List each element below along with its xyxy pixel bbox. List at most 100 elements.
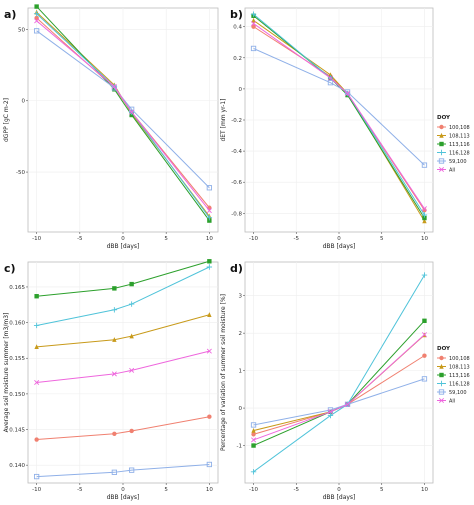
- data-point: [112, 337, 117, 342]
- panel-letter: d): [230, 262, 243, 275]
- y-axis-label: Percentage of variation of summer soil m…: [220, 294, 227, 451]
- x-tick-label: -5: [77, 487, 83, 493]
- data-point: [250, 469, 257, 475]
- data-point: [327, 412, 334, 419]
- data-point: [327, 75, 333, 81]
- x-axis-label: dBB [days]: [107, 243, 140, 250]
- y-tick-label: 0.4: [233, 25, 242, 31]
- data-point: [250, 45, 257, 52]
- data-point: [207, 218, 212, 223]
- legend-swatch-marker: [438, 158, 445, 164]
- y-tick-label: 0.160: [9, 321, 25, 327]
- data-point: [207, 414, 212, 419]
- x-tick-label: 10: [206, 236, 213, 242]
- data-point: [129, 281, 134, 287]
- data-point: [129, 112, 134, 118]
- series-All: [251, 21, 427, 212]
- panel-b: b) -0.8 -0.6 -0.4 -0.2 0 0.2 0.4 -10 -5 0 5 10 dBB [d…: [220, 7, 470, 250]
- y-tick-label: -50: [16, 170, 25, 176]
- data-point: [111, 83, 117, 89]
- data-point: [206, 348, 212, 354]
- y-tick-label: -0.8: [231, 211, 242, 217]
- x-tick-label: -10: [32, 236, 41, 242]
- series-113-116: [34, 4, 212, 223]
- data-point: [111, 85, 118, 91]
- data-point: [345, 91, 351, 97]
- y-tick-label: 0.155: [9, 356, 25, 362]
- legend-label: All: [449, 398, 455, 404]
- data-point: [421, 206, 427, 212]
- data-point: [33, 28, 40, 34]
- y-tick-label: 0.150: [9, 392, 25, 398]
- x-tick-label: -5: [294, 487, 300, 493]
- data-point: [34, 15, 39, 21]
- legend-label: 59,100: [449, 159, 467, 165]
- x-tick-label: 10: [206, 487, 213, 493]
- y-tick-label: 3: [239, 294, 243, 300]
- data-point: [206, 264, 213, 270]
- data-point: [111, 469, 118, 475]
- data-point: [422, 215, 427, 221]
- series-line: [36, 266, 210, 326]
- legend-swatch-marker: [439, 124, 444, 130]
- data-point: [251, 24, 256, 29]
- panel-letter: b): [230, 8, 243, 21]
- data-point: [422, 218, 427, 224]
- data-point: [327, 409, 333, 415]
- data-point: [251, 21, 257, 27]
- data-point: [206, 461, 213, 468]
- x-tick-label: 10: [421, 236, 428, 242]
- panel-c: c) 0.140 0.145 0.150 0.155 0.160 0.165 -10 -5 0 5 1…: [3, 259, 219, 501]
- y-tick-label: -1: [237, 444, 242, 450]
- data-point: [206, 208, 212, 214]
- x-axis-label: dBB [days]: [323, 494, 356, 501]
- series-line: [253, 47, 425, 166]
- series-line: [253, 23, 425, 209]
- series-116-128: [33, 264, 213, 329]
- legend-label: 113,116: [449, 142, 470, 148]
- y-tick-label: 50: [18, 27, 25, 33]
- series-100-108: [34, 414, 212, 442]
- y-tick-label: 0: [239, 406, 243, 412]
- data-point: [128, 467, 135, 473]
- data-point: [129, 333, 134, 339]
- panel-letter: a): [4, 8, 16, 21]
- series-line: [253, 274, 425, 473]
- x-tick-label: -5: [294, 236, 300, 242]
- legend-title: DOY: [437, 115, 451, 121]
- data-point: [112, 87, 117, 92]
- x-tick-label: 0: [121, 236, 125, 242]
- data-point: [129, 109, 135, 115]
- series-line: [36, 20, 210, 211]
- y-axis-label: dGPP [gC m-2]: [3, 98, 10, 142]
- data-point: [206, 185, 213, 191]
- series-line: [36, 350, 210, 383]
- data-point: [344, 401, 351, 407]
- y-tick-label: 2: [239, 331, 243, 337]
- x-tick-label: -5: [77, 236, 83, 242]
- series-line: [36, 6, 210, 221]
- data-point: [111, 371, 117, 377]
- data-point: [34, 379, 40, 385]
- series-113-116: [34, 259, 212, 299]
- legend-label: 100,108: [449, 356, 470, 362]
- series-line: [253, 334, 425, 441]
- series-59-100: [33, 461, 213, 480]
- series-line: [253, 378, 425, 426]
- legend-swatch-marker: [439, 132, 444, 138]
- x-tick-label: 10: [421, 487, 428, 493]
- data-point: [251, 437, 257, 443]
- y-tick-label: 1: [239, 369, 243, 375]
- panel-letter: c): [4, 262, 16, 275]
- series-line: [36, 314, 210, 348]
- data-point: [251, 432, 256, 437]
- legend-label: 113,116: [449, 373, 470, 379]
- y-tick-label: 0.165: [9, 285, 25, 291]
- x-tick-label: -10: [249, 487, 258, 493]
- data-point: [251, 17, 256, 23]
- legend-swatch-marker: [438, 166, 445, 173]
- data-point: [421, 212, 428, 218]
